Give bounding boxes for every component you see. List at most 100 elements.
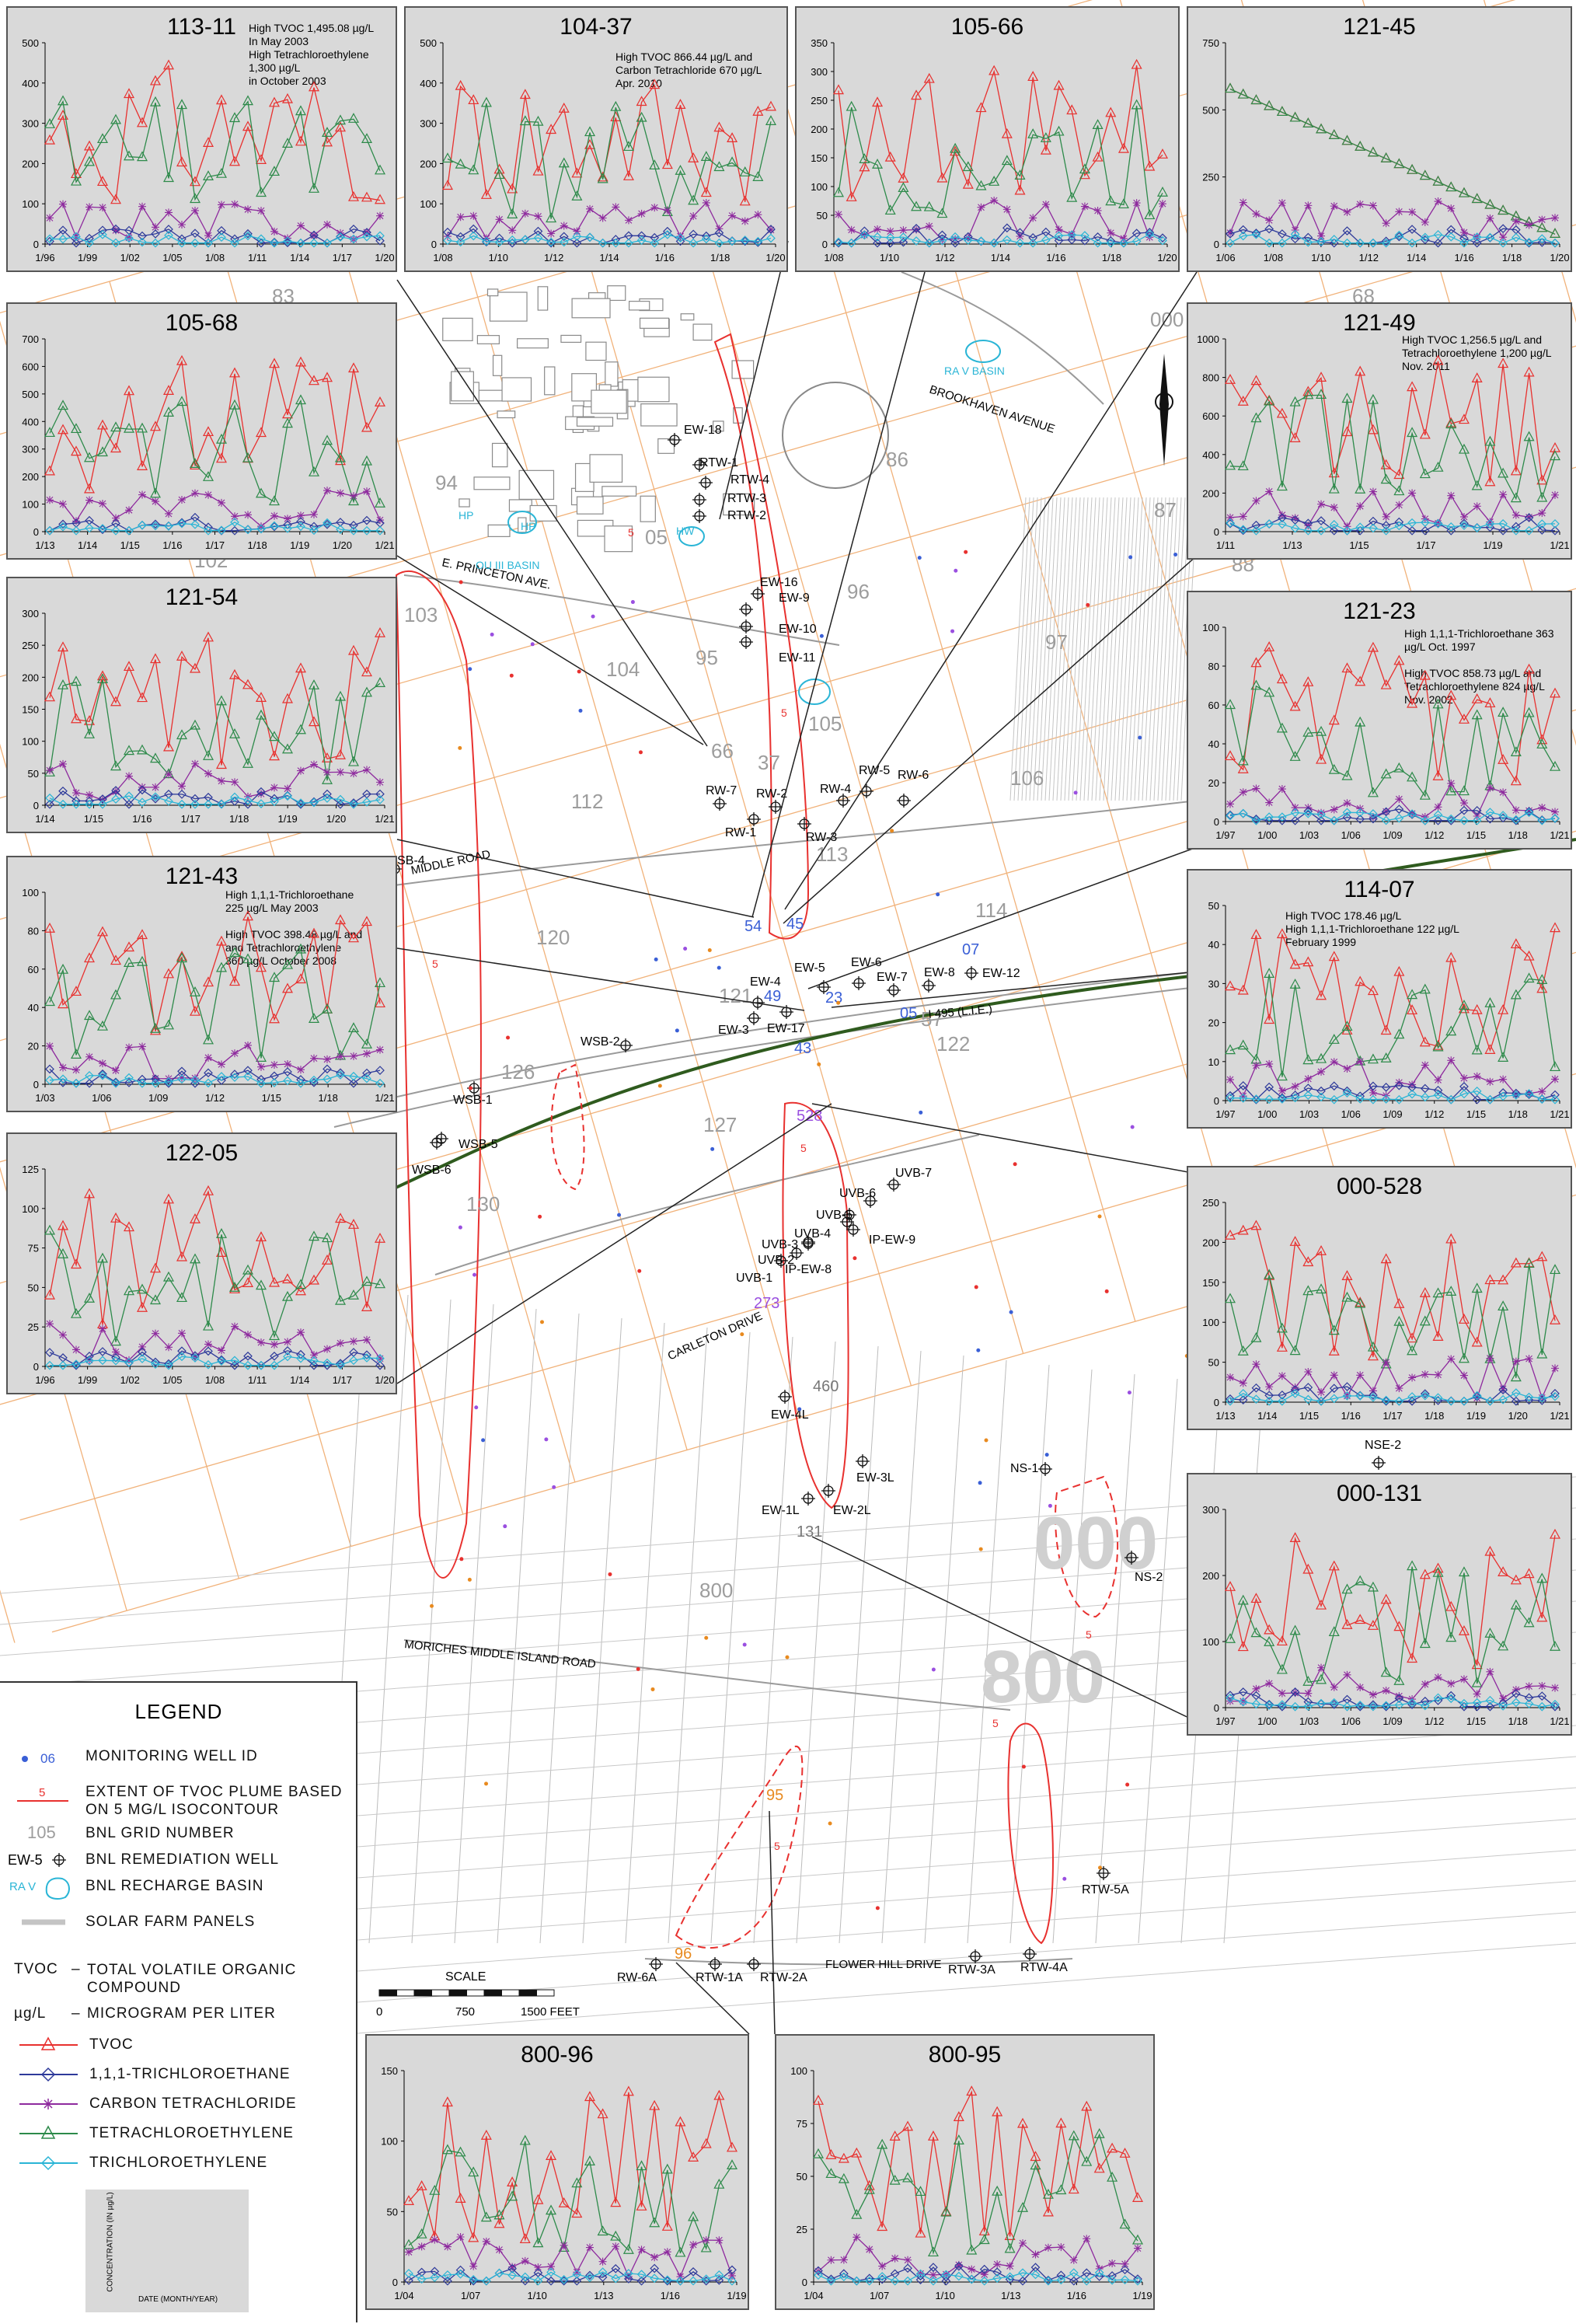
- leader-line: [811, 1536, 1198, 1722]
- series-marker: [58, 522, 68, 532]
- series-marker: [191, 759, 199, 768]
- x-tick-label: 1/03: [1299, 1108, 1319, 1120]
- series-marker: [727, 132, 738, 143]
- series-marker: [688, 152, 699, 162]
- remediation-well-label: UVB-3: [762, 1238, 798, 1251]
- series-marker: [1237, 395, 1249, 406]
- monitoring-point: [1044, 1453, 1049, 1457]
- x-tick-label: 1/09: [1382, 1108, 1402, 1120]
- series-marker: [1459, 1371, 1468, 1380]
- series-marker: [1498, 358, 1509, 368]
- well-crosshair: [52, 1853, 66, 1867]
- series-marker: [903, 2276, 912, 2286]
- series-marker: [112, 514, 120, 522]
- series-marker: [1014, 169, 1026, 180]
- series-marker: [1226, 1373, 1234, 1381]
- series-marker: [1276, 1342, 1288, 1352]
- series-marker: [255, 1279, 267, 1290]
- series-marker: [1303, 1394, 1313, 1405]
- monitoring-point: [1013, 1162, 1017, 1167]
- y-tick-label: 100: [1202, 622, 1219, 633]
- series-marker: [204, 238, 213, 248]
- series-marker: [953, 2111, 964, 2122]
- series-marker: [441, 152, 454, 163]
- series-marker: [713, 2089, 725, 2100]
- series-marker: [977, 203, 985, 211]
- series-marker: [1432, 354, 1444, 365]
- building: [517, 338, 549, 349]
- series-marker: [675, 2116, 686, 2127]
- x-tick-label: 1/15: [84, 813, 103, 825]
- remediation-well-label: EW-8: [924, 966, 955, 979]
- well-crosshair: [692, 493, 706, 507]
- series-marker: [283, 1067, 292, 1077]
- series-marker: [1420, 1389, 1430, 1399]
- remediation-well-label: WSB-1: [453, 1094, 493, 1107]
- basin-label: RA V BASIN: [944, 365, 1005, 377]
- basin-label: OU III BASIN: [476, 559, 539, 571]
- series-marker: [558, 2242, 570, 2252]
- series-marker: [585, 2273, 594, 2283]
- series-marker: [138, 1078, 147, 1088]
- series-marker: [598, 214, 607, 222]
- series-marker: [189, 193, 201, 204]
- series-marker: [1395, 1078, 1403, 1087]
- monitoring-point: [530, 642, 535, 647]
- plume-west: [395, 571, 482, 1579]
- series-marker: [361, 916, 373, 926]
- series-marker: [546, 212, 557, 223]
- series-marker: [1250, 1220, 1262, 1230]
- series-marker: [257, 1338, 265, 1347]
- plume-800: [1007, 1722, 1054, 1945]
- series-marker: [123, 1285, 135, 1296]
- series-marker: [242, 1277, 254, 1287]
- series-marker: [96, 926, 109, 937]
- series-marker: [374, 997, 386, 1008]
- series-marker: [533, 233, 543, 243]
- monitoring-point: [637, 1268, 642, 1273]
- series-marker: [215, 167, 228, 178]
- series-marker: [443, 236, 452, 246]
- series-line: [1229, 782, 1556, 818]
- series-marker: [1329, 1698, 1339, 1708]
- x-tick-label: 1/21: [1550, 539, 1569, 551]
- series-marker: [202, 1185, 214, 1195]
- series-marker: [1081, 2155, 1093, 2166]
- inset-note: High 1,1,1-Trichloroethane 363 µg/L Oct.…: [1404, 627, 1554, 706]
- series-marker: [507, 2190, 518, 2201]
- series-marker: [1445, 1025, 1457, 1036]
- series-marker: [309, 797, 319, 808]
- x-tick-label: 1/06: [92, 1092, 111, 1104]
- series-marker: [1264, 641, 1275, 651]
- series-marker: [151, 1357, 160, 1367]
- series-marker: [283, 1076, 292, 1086]
- series-marker: [110, 954, 122, 965]
- series-marker: [701, 231, 711, 241]
- series-marker: [1421, 1370, 1429, 1379]
- series-marker: [177, 1352, 187, 1362]
- series-marker: [242, 452, 254, 462]
- x-tick-label: 1/14: [599, 252, 619, 263]
- series-marker: [1381, 1395, 1391, 1405]
- series-marker: [519, 89, 531, 99]
- inset-title: 121-54: [165, 584, 239, 610]
- series-marker: [1264, 1268, 1275, 1279]
- sample-axis-xlabel: DATE (MONTH/YEAR): [138, 2295, 218, 2304]
- series-marker: [1549, 450, 1561, 461]
- x-tick-label: 1/17: [333, 252, 352, 263]
- series-marker: [1289, 1236, 1301, 1246]
- series-marker: [1369, 1094, 1378, 1104]
- y-tick-label: 20: [1208, 777, 1219, 789]
- series-marker: [1511, 1090, 1520, 1099]
- building: [604, 525, 633, 553]
- series-marker: [1131, 58, 1142, 69]
- y-tick-label: 300: [1202, 1504, 1219, 1516]
- series-marker: [336, 794, 345, 804]
- series-marker: [257, 207, 265, 215]
- leader-lines: [396, 240, 1198, 2035]
- series-marker: [878, 2262, 887, 2270]
- series-marker: [149, 420, 162, 431]
- solar-panel: [1025, 497, 1042, 801]
- series-marker: [83, 1010, 96, 1021]
- series-marker: [1420, 1092, 1430, 1102]
